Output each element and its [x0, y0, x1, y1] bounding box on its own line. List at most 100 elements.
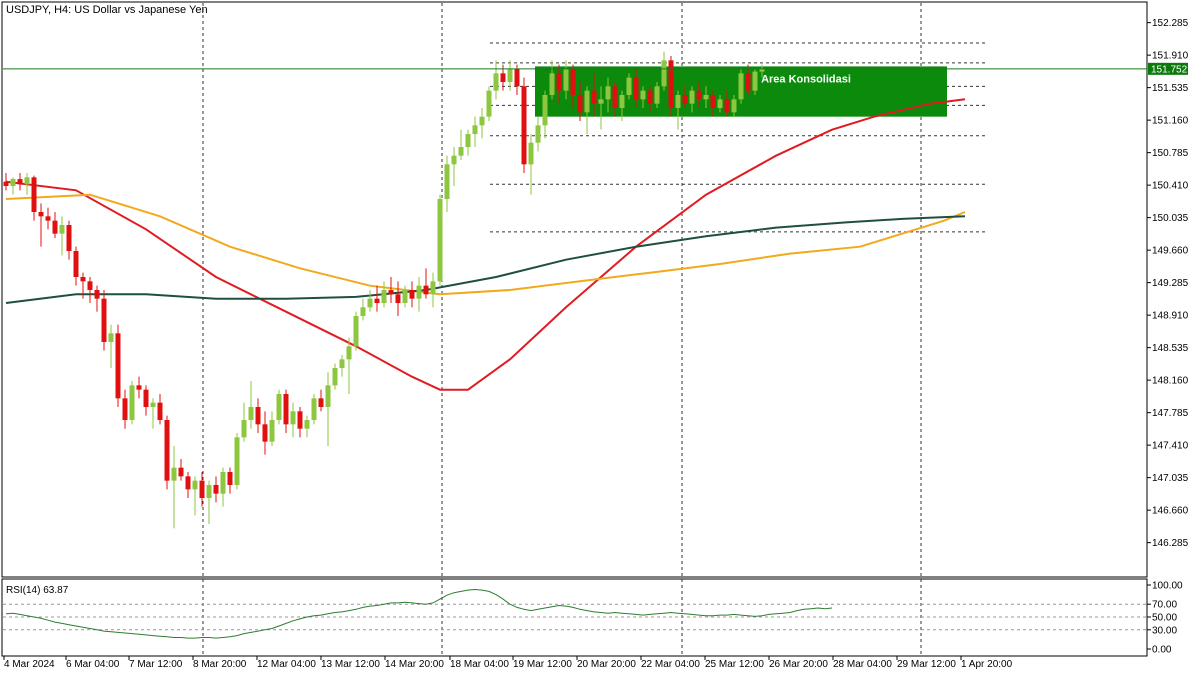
candle-body: [31, 177, 37, 212]
candle-body: [479, 116, 485, 126]
chart-title: USDJPY, H4: US Dollar vs Japanese Yen: [6, 4, 208, 16]
candle-body: [451, 155, 457, 165]
moving-average-line: [5, 98, 966, 391]
rsi-line: [5, 588, 833, 639]
x-tick-label: 13 Mar 12:00: [321, 659, 380, 670]
candle-body: [472, 125, 478, 134]
candle-body: [661, 60, 667, 87]
candle-body: [318, 398, 324, 407]
candle-body: [213, 485, 219, 494]
x-tick-label: 26 Mar 20:00: [769, 659, 828, 670]
candle-body: [640, 90, 646, 100]
candle-body: [38, 212, 44, 217]
x-tick-label: 28 Mar 04:00: [833, 659, 892, 670]
candle-body: [689, 90, 695, 104]
candle-body: [710, 95, 716, 108]
candle-body: [388, 290, 394, 295]
candle-body: [682, 95, 688, 104]
x-tick-label: 7 Mar 12:00: [129, 659, 183, 670]
annotation-label: Area Konsolidasi: [761, 73, 851, 85]
candle-body: [717, 99, 723, 108]
candle-body: [612, 86, 618, 108]
current-price-label: 151.752: [1151, 64, 1188, 75]
candle-body: [304, 420, 310, 429]
candle-body: [465, 134, 471, 147]
rsi-tick-label: 70.00: [1152, 600, 1177, 611]
x-tick-label: 4 Mar 2024: [4, 659, 55, 670]
candle-body: [745, 73, 751, 91]
candle-body: [535, 125, 541, 143]
y-tick-label: 149.285: [1152, 278, 1189, 289]
candle-body: [759, 69, 765, 72]
candle-body: [598, 99, 604, 104]
candle-body: [94, 290, 100, 299]
candle-body: [507, 69, 513, 82]
candle-body: [73, 251, 79, 277]
candle-body: [157, 402, 163, 420]
candle-body: [409, 290, 415, 299]
candle-body: [549, 73, 555, 95]
rsi-tick-label: 100.00: [1152, 581, 1183, 592]
x-tick-label: 14 Mar 20:00: [385, 659, 444, 670]
candle-body: [353, 316, 359, 347]
candle-body: [430, 281, 436, 295]
moving-average-line: [5, 215, 966, 304]
y-tick-label: 150.410: [1152, 181, 1189, 192]
candle-body: [136, 385, 142, 390]
candle-body: [486, 90, 492, 117]
candle-body: [738, 73, 744, 100]
y-tick-label: 150.785: [1152, 148, 1189, 159]
candle-body: [10, 179, 16, 186]
x-tick-label: 22 Mar 04:00: [641, 659, 700, 670]
main-pane-frame: [1, 1, 1148, 578]
moving-averages: [5, 98, 966, 391]
candle-body: [269, 420, 275, 442]
candle-body: [262, 424, 268, 442]
y-tick-label: 146.660: [1152, 506, 1189, 517]
x-tick-label: 19 Mar 12:00: [513, 659, 572, 670]
candle-body: [17, 179, 23, 185]
time-axis: 4 Mar 2024 6 Mar 04:00 7 Mar 12:00 8 Mar 20…: [3, 656, 1013, 670]
candle-body: [227, 472, 233, 485]
x-tick-label: 12 Mar 04:00: [257, 659, 316, 670]
candle-body: [416, 285, 422, 299]
candle-body: [80, 277, 86, 282]
candle-body: [339, 359, 345, 368]
candle-body: [360, 307, 366, 316]
candle-body: [619, 95, 625, 108]
candle-body: [367, 298, 373, 308]
candle-body: [66, 225, 72, 251]
candle-body: [647, 90, 653, 104]
candle-body: [402, 290, 408, 303]
candle-body: [395, 294, 401, 303]
x-tick-label: 1 Apr 20:00: [961, 659, 1013, 670]
y-tick-label: 147.785: [1152, 408, 1189, 419]
candle-body: [521, 86, 527, 165]
candle-body: [297, 411, 303, 429]
candle-body: [52, 220, 58, 234]
candle-body: [192, 480, 198, 490]
rsi-label: RSI(14) 63.87: [6, 585, 69, 596]
candle-body: [255, 407, 261, 425]
y-tick-label: 151.910: [1152, 51, 1189, 62]
current-price-box: [1148, 62, 1188, 75]
candle-body: [164, 420, 170, 481]
candle-body: [234, 437, 240, 485]
candle-body: [591, 90, 597, 104]
y-tick-label: 150.035: [1152, 213, 1189, 224]
candle-body: [654, 86, 660, 104]
candle-body: [703, 95, 709, 100]
candle-body: [87, 281, 93, 290]
y-tick-label: 151.535: [1152, 83, 1189, 94]
candle-body: [311, 398, 317, 420]
moving-average-line: [5, 193, 966, 296]
candle-body: [423, 285, 429, 295]
candle-body: [115, 333, 121, 399]
candle-body: [584, 90, 590, 113]
candle-body: [325, 385, 331, 407]
candle-body: [185, 476, 191, 490]
candle-body: [45, 216, 51, 221]
candle-body: [724, 99, 730, 113]
candle-body: [290, 411, 296, 425]
